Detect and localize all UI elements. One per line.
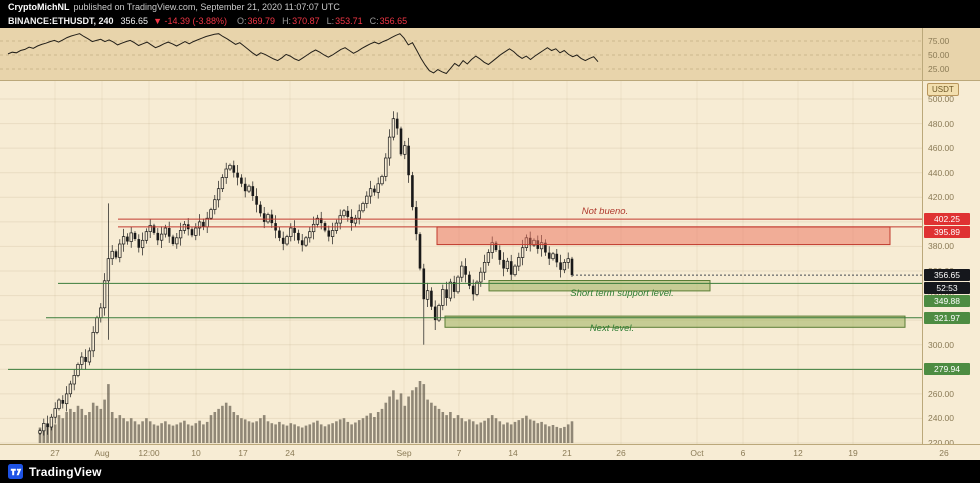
price-tick: 300.00 xyxy=(928,339,954,350)
time-tick: 27 xyxy=(50,448,60,458)
symbol-info-bar: BINANCE:ETHUSDT, 240 356.65 ▼ -14.39 (-3.8… xyxy=(0,14,980,28)
time-tick: 12:00 xyxy=(138,448,160,458)
ohlc-value: 370.87 xyxy=(292,16,320,26)
time-tick: 17 xyxy=(238,448,248,458)
price-tag: 356.65 xyxy=(924,269,970,282)
volume-bars xyxy=(38,381,574,443)
chart-annotation: Next level. xyxy=(590,323,634,334)
price-tick: 420.00 xyxy=(928,192,954,203)
price-tick: 440.00 xyxy=(928,167,954,178)
time-tick: Aug xyxy=(94,448,110,458)
tradingview-logo-icon[interactable] xyxy=(8,464,23,479)
time-tick: 26 xyxy=(616,448,626,458)
price-tick: 480.00 xyxy=(928,118,954,129)
oscillator-canvas[interactable] xyxy=(0,28,980,81)
ohlc-value: 353.71 xyxy=(335,16,363,26)
time-tick: 14 xyxy=(508,448,518,458)
chart-annotation: Not bueno. xyxy=(582,206,628,217)
footer-bar: TradingView xyxy=(0,460,980,483)
price-axis[interactable]: USDT 500.00480.00460.00440.00420.00400.0… xyxy=(922,81,980,448)
chart-annotation: Short term support level. xyxy=(570,288,674,299)
time-tick: 10 xyxy=(191,448,201,458)
price-tick: 460.00 xyxy=(928,143,954,154)
time-axis[interactable]: 27 Aug 12:00 10 17 24 Sep 7 14 21 26 Oct 6 12 19 26 xyxy=(0,444,980,460)
time-tick: 7 xyxy=(456,448,462,458)
drawing-zones[interactable] xyxy=(436,226,906,328)
time-tick: 24 xyxy=(285,448,295,458)
ohlc-key: H: xyxy=(282,16,292,26)
price-tick: 220.00 xyxy=(928,438,954,448)
oscillator-line xyxy=(7,33,599,75)
price-tick: 240.00 xyxy=(928,413,954,424)
time-tick: 26 xyxy=(939,448,949,458)
price-change: ▼ -14.39 (-3.88%) xyxy=(153,16,228,26)
countdown-tag: 52:53 xyxy=(924,282,970,295)
publish-details: published on TradingView.com, September … xyxy=(73,2,340,12)
time-tick: 12 xyxy=(793,448,803,458)
horizontal-levels[interactable] xyxy=(8,218,922,370)
price-chart-canvas[interactable]: Not bueno. Short term support level. Next … xyxy=(0,81,980,444)
price-tag: 321.97 xyxy=(924,311,970,324)
time-tick: 19 xyxy=(848,448,858,458)
symbol-title: BINANCE:ETHUSDT, 240 xyxy=(8,16,114,26)
ohlc-key: O: xyxy=(237,16,247,26)
time-tick: Oct xyxy=(690,448,704,458)
main-chart-panel[interactable]: Not bueno. Short term support level. Next … xyxy=(0,81,980,448)
header-last-price: 356.65 xyxy=(120,16,149,26)
time-tick: 6 xyxy=(740,448,746,458)
oscillator-panel[interactable]: 75.00 50.00 25.00 xyxy=(0,28,980,81)
price-tick: 500.00 xyxy=(928,94,954,104)
ohlc-key: L: xyxy=(326,16,335,26)
oscillator-tick: 25.00 xyxy=(928,64,950,74)
time-tick: Sep xyxy=(396,448,412,458)
price-tag: 395.89 xyxy=(924,226,970,239)
price-tick: 260.00 xyxy=(928,388,954,399)
currency-label: USDT xyxy=(927,83,959,96)
tradingview-wordmark[interactable]: TradingView xyxy=(29,464,102,479)
oscillator-tick: 50.00 xyxy=(928,50,950,60)
publisher-name[interactable]: CryptoMichNL xyxy=(8,2,70,12)
ohlc-key: C: xyxy=(369,16,379,26)
ohlc-values: O:369.79 H:370.87 L:353.71 C:356.65 xyxy=(237,16,414,26)
price-tag: 402.25 xyxy=(924,213,970,226)
publish-info-bar: CryptoMichNL published on TradingView.com… xyxy=(0,0,980,14)
price-tag: 349.88 xyxy=(924,295,970,308)
ohlc-value: 369.79 xyxy=(247,16,276,26)
price-tick: 380.00 xyxy=(928,241,954,252)
oscillator-axis[interactable]: 75.00 50.00 25.00 xyxy=(922,28,980,80)
candlesticks xyxy=(38,111,574,436)
oscillator-tick: 75.00 xyxy=(928,36,950,46)
time-tick: 21 xyxy=(562,448,572,458)
price-tag: 279.94 xyxy=(924,363,970,376)
ohlc-value: 356.65 xyxy=(379,16,408,26)
